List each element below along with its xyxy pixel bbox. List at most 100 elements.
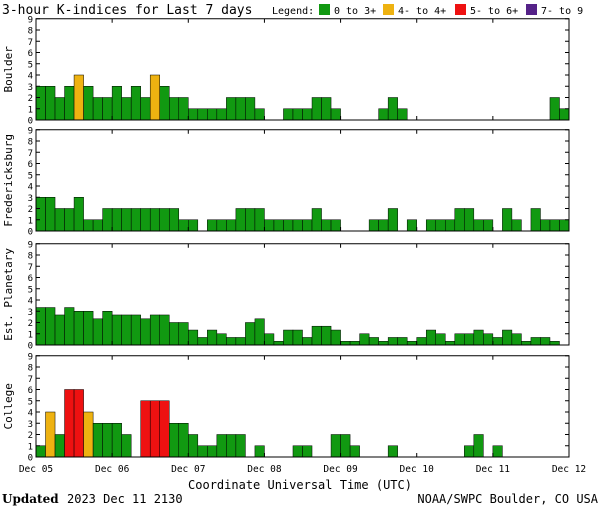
- y-tick-label: 0: [28, 117, 33, 127]
- kp-bar: [454, 208, 465, 232]
- kp-bar: [349, 445, 360, 458]
- kp-bar: [130, 208, 141, 232]
- kp-bar: [54, 97, 65, 121]
- y-tick-label: 4: [28, 72, 33, 82]
- kp-bar: [35, 197, 46, 232]
- kp-bar: [483, 219, 494, 232]
- kp-bar: [302, 219, 313, 232]
- kp-bar: [359, 333, 370, 346]
- x-axis-ticks: Dec 05 Dec 06 Dec 07 Dec 08 Dec 09 Dec 10 Dec …: [19, 464, 586, 475]
- kp-bar: [464, 333, 475, 346]
- panel-ylabel: College: [2, 383, 15, 429]
- kp-bar: [121, 434, 132, 458]
- kp-bar: [387, 97, 398, 121]
- kp-bar: [302, 108, 313, 121]
- y-tick-label: 3: [28, 308, 33, 318]
- kp-bar: [169, 322, 180, 346]
- kp-bar: [540, 337, 551, 346]
- kp-bar: [321, 219, 332, 232]
- kp-bar: [45, 307, 56, 346]
- kp-bar: [283, 329, 294, 346]
- y-tick-label: 1: [28, 330, 33, 340]
- kp-bar: [273, 341, 284, 346]
- kp-bar: [397, 108, 408, 121]
- kp-bar: [435, 333, 446, 346]
- y-tick-label: 2: [28, 431, 33, 441]
- kp-bar: [216, 333, 227, 346]
- kp-bar: [169, 423, 180, 458]
- kp-bar: [207, 219, 218, 232]
- kp-bar: [207, 329, 218, 346]
- kp-bar: [378, 341, 389, 346]
- legend-label: Legend:: [272, 6, 314, 17]
- updated-label: Updated: [2, 492, 59, 506]
- panel-frame: [35, 243, 570, 346]
- y-tick-label: 9: [28, 352, 33, 362]
- y-tick-label: 1: [28, 442, 33, 452]
- kp-bar: [54, 434, 65, 458]
- y-tick-label: 8: [28, 138, 33, 148]
- kp-bar: [464, 208, 475, 232]
- kp-bar: [64, 208, 75, 232]
- kp-bar: [188, 434, 199, 458]
- kp-bar: [378, 219, 389, 232]
- kp-bar: [321, 325, 332, 346]
- kp-bar: [92, 219, 103, 232]
- y-tick-label: 9: [28, 15, 33, 25]
- y-tick-label: 2: [28, 319, 33, 329]
- kp-bar: [140, 208, 151, 232]
- kp-bar: [178, 322, 189, 346]
- kp-bar: [254, 445, 265, 458]
- kp-bar: [102, 208, 113, 232]
- kp-bar: [140, 400, 151, 458]
- kp-bar: [340, 434, 351, 458]
- y-tick-label: 0: [28, 454, 33, 464]
- y-tick-label: 6: [28, 160, 33, 170]
- kp-bar: [435, 219, 446, 232]
- kp-bar: [188, 219, 199, 232]
- kp-bar: [111, 423, 122, 458]
- kp-bar: [264, 219, 275, 232]
- kp-bar: [340, 341, 351, 346]
- kp-bar: [292, 445, 303, 458]
- kp-bar: [311, 325, 322, 346]
- kp-bar: [159, 400, 170, 458]
- y-tick-label: 0: [28, 342, 33, 352]
- y-tick-label: 7: [28, 263, 33, 273]
- kp-bar: [149, 74, 160, 121]
- x-axis-label: Coordinate Universal Time (UTC): [188, 478, 412, 492]
- kp-bar: [245, 322, 256, 346]
- kp-bar: [349, 341, 360, 346]
- kp-bar: [92, 423, 103, 458]
- kp-bar: [425, 219, 437, 232]
- kp-bar: [264, 333, 275, 346]
- legend-entry: 4- to 4+: [398, 6, 446, 17]
- kp-bar: [83, 411, 94, 458]
- y-tick-label: 5: [28, 171, 33, 181]
- kp-bar: [45, 411, 56, 458]
- kp-bar: [130, 314, 141, 346]
- y-tick-label: 8: [28, 27, 33, 37]
- kp-bar: [245, 97, 256, 121]
- panel-frame: [35, 18, 570, 121]
- y-tick-label: 3: [28, 420, 33, 430]
- kp-bar: [559, 108, 570, 121]
- y-tick-label: 5: [28, 397, 33, 407]
- kp-bar: [530, 337, 541, 346]
- kp-bar: [121, 97, 132, 121]
- kp-bar: [283, 108, 294, 121]
- panel-ylabel: Boulder: [2, 46, 15, 93]
- y-tick-label: 3: [28, 83, 33, 93]
- kp-bar: [197, 445, 208, 458]
- kp-bar: [102, 311, 113, 346]
- data-source: NOAA/SWPC Boulder, CO USA: [417, 492, 598, 506]
- kp-bar: [64, 86, 75, 121]
- kp-bar: [121, 208, 132, 232]
- legend-swatch: [455, 4, 466, 15]
- kp-bar: [330, 108, 341, 121]
- kp-bar: [169, 208, 180, 232]
- kp-bar: [226, 337, 237, 346]
- kp-bar: [330, 434, 341, 458]
